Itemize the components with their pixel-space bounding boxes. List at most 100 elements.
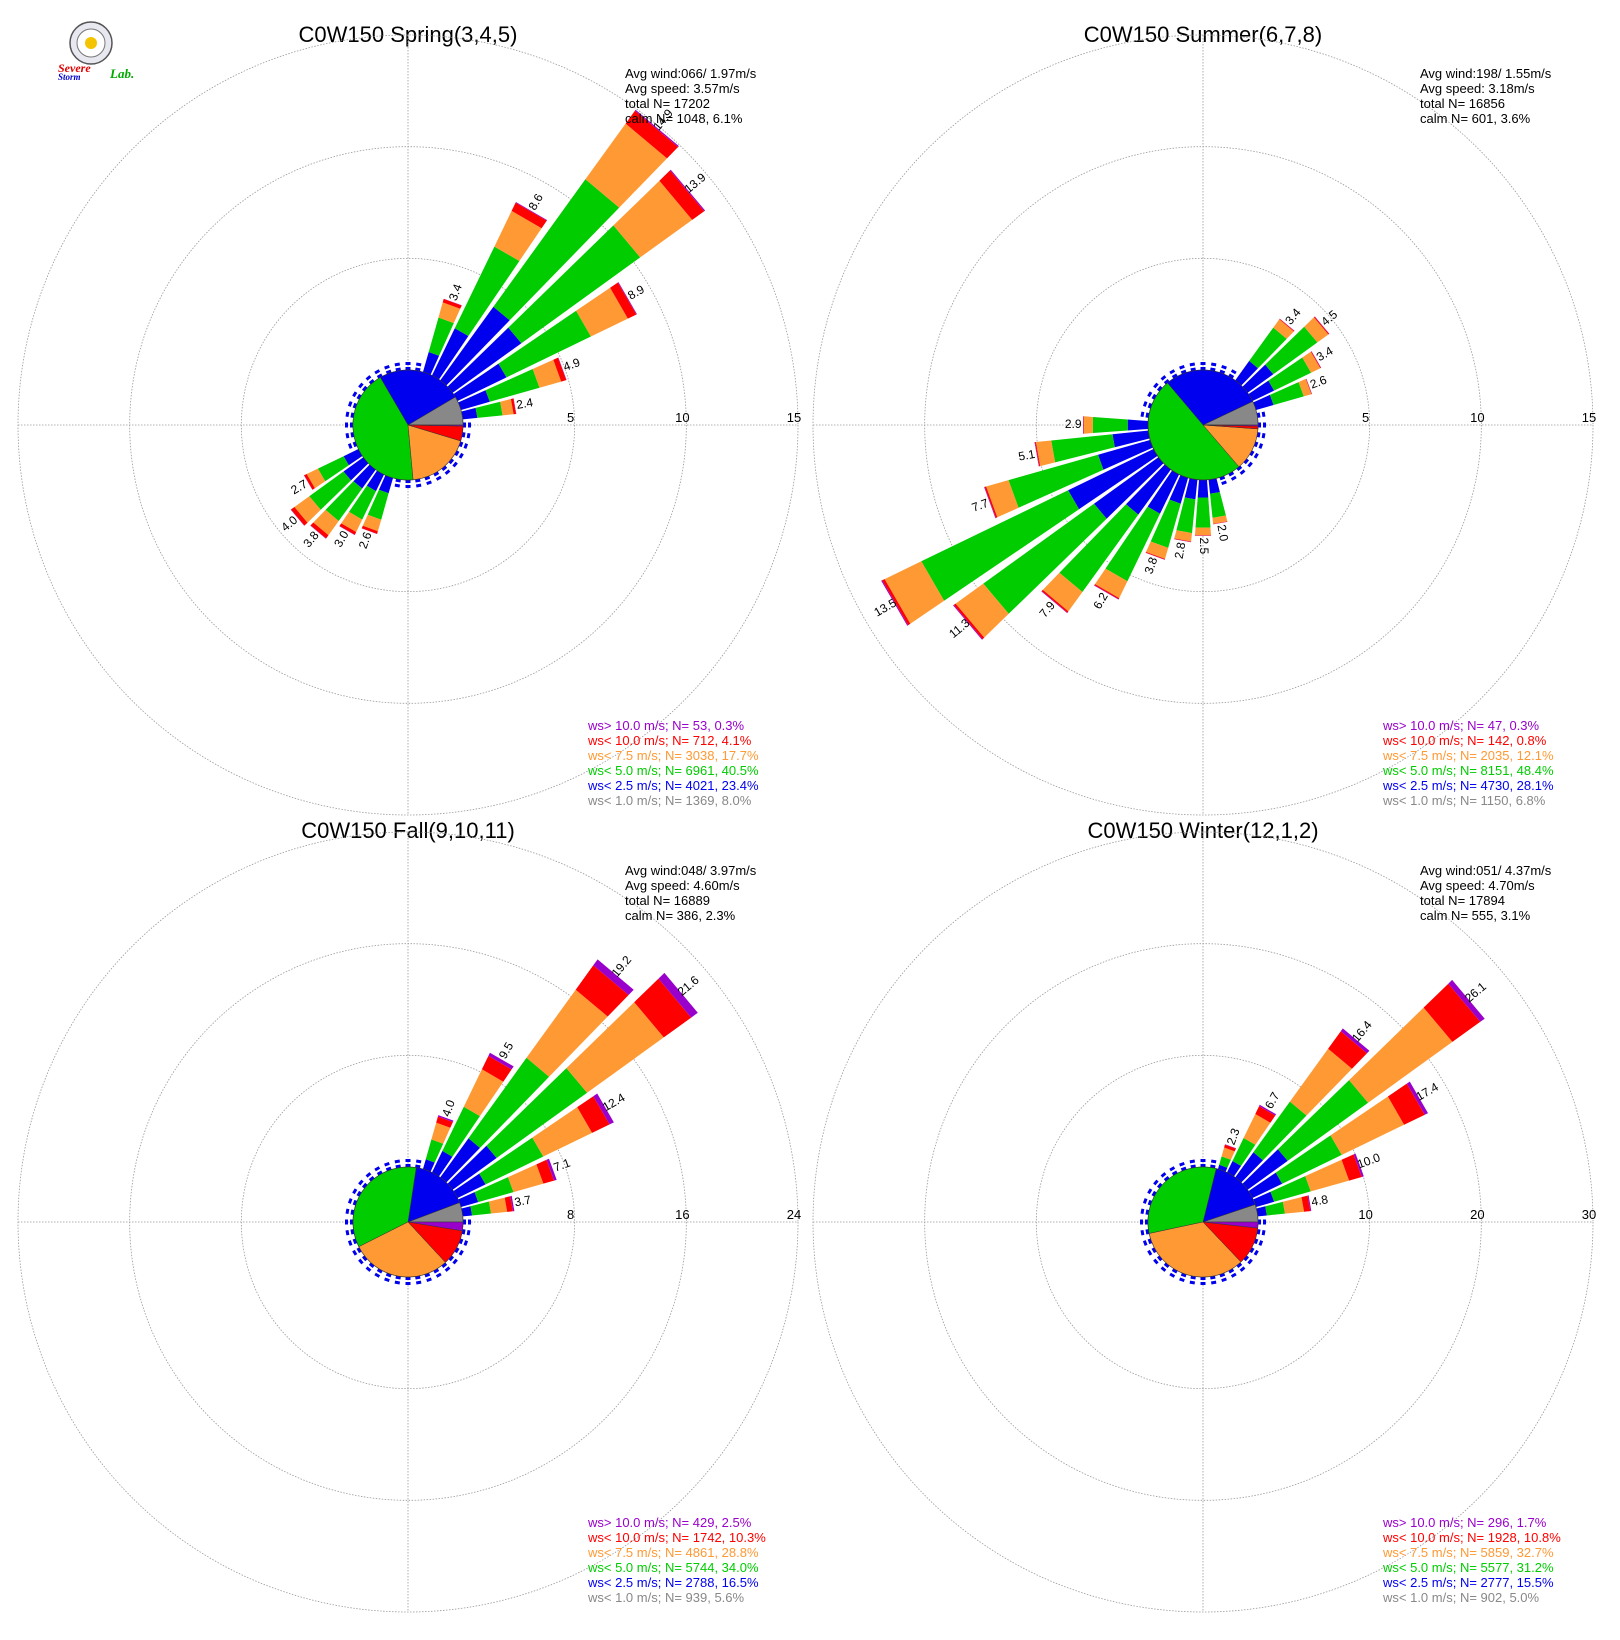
bar-segment <box>546 1158 557 1181</box>
bar-segment <box>432 1150 453 1177</box>
bar-segment <box>440 306 510 386</box>
legend-entry: ws< 1.0 m/s; N= 902, 5.0% <box>1382 1590 1540 1605</box>
bar-segment <box>1174 530 1192 542</box>
direction-tick <box>441 1262 452 1274</box>
direction-tick <box>415 478 422 490</box>
bar-segment <box>1242 1149 1288 1190</box>
direction-tick <box>1145 1247 1157 1257</box>
bar-value-label: 8.9 <box>625 282 647 303</box>
bar-segment <box>566 1002 664 1093</box>
legend-entry: ws> 10.0 m/s; N= 296, 1.7% <box>1382 1515 1547 1530</box>
direction-tick <box>1253 441 1265 450</box>
bar-segment <box>436 1116 453 1128</box>
direction-tick <box>458 441 470 450</box>
bar-segment <box>577 1096 610 1133</box>
legend-entry: ws< 5.0 m/s; N= 6961, 40.5% <box>587 763 759 778</box>
direction-tick <box>415 1157 422 1169</box>
bar-segment <box>341 511 363 532</box>
bar-segment <box>1387 1083 1425 1125</box>
bar-segment <box>1195 527 1211 536</box>
ring-tick-label: 5 <box>567 410 574 425</box>
windrose-panel-3: C0W150 Fall(9,10,11)8 16 244.09.519.221.61… <box>17 818 801 1613</box>
bar-segment <box>1213 521 1228 525</box>
pie-slice <box>1147 382 1240 481</box>
direction-tick <box>1210 1157 1217 1169</box>
bar-segment <box>1227 1161 1242 1177</box>
direction-tick <box>415 1275 422 1287</box>
bar-segment <box>440 1138 480 1183</box>
bar-segment <box>1213 521 1228 525</box>
direction-tick <box>1141 400 1153 409</box>
bar-segment <box>1253 394 1274 410</box>
direction-tick <box>1159 1262 1170 1274</box>
direction-tick <box>1141 1197 1153 1206</box>
bar-segment <box>438 302 461 324</box>
bar-segment <box>425 1139 444 1163</box>
direction-tick <box>1151 381 1163 392</box>
direction-tick <box>394 1275 401 1287</box>
bar-value-label: 7.1 <box>552 1156 573 1175</box>
bar-segment <box>1314 316 1330 334</box>
bar-segment <box>1310 351 1321 369</box>
direction-tick <box>1159 373 1170 385</box>
bar-segment <box>1098 440 1153 470</box>
direction-tick <box>350 1247 362 1257</box>
bar-segment <box>1253 1101 1307 1161</box>
bar-segment <box>1041 591 1068 614</box>
direction-tick <box>1236 1262 1247 1274</box>
bar-segment <box>442 1106 480 1157</box>
bar-segment <box>1248 1172 1283 1198</box>
bar-segment <box>1212 515 1228 524</box>
bar-segment <box>513 398 517 414</box>
ring-tick-label: 10 <box>675 410 689 425</box>
pie-slice <box>352 377 414 481</box>
ring-tick-label: 30 <box>1582 1207 1596 1222</box>
direction-tick <box>454 1247 466 1257</box>
bar-segment <box>317 456 349 482</box>
legend-entry: ws> 10.0 m/s; N= 47, 0.3% <box>1382 718 1540 733</box>
bar-segment <box>1059 504 1139 592</box>
bar-segment <box>437 1115 454 1122</box>
direction-tick <box>461 432 473 439</box>
direction-tick <box>1151 1178 1163 1189</box>
direction-tick <box>1145 390 1157 400</box>
bar-segment <box>1289 1048 1352 1116</box>
bar-segment <box>1279 318 1295 332</box>
direction-tick <box>364 1170 375 1182</box>
bar-value-label: 2.6 <box>1308 373 1329 392</box>
bar-segment <box>1232 1138 1256 1166</box>
bar-segment <box>1423 983 1481 1042</box>
direction-tick <box>454 450 466 460</box>
direction-tick <box>1151 1255 1163 1266</box>
direction-tick <box>424 1272 433 1284</box>
direction-tick <box>1228 1268 1238 1280</box>
direction-tick <box>1141 1238 1153 1247</box>
bar-segment <box>1208 478 1220 494</box>
legend-entry: ws< 2.5 m/s; N= 2788, 16.5% <box>587 1575 759 1590</box>
bar-segment <box>294 496 321 523</box>
bar-segment <box>447 1145 497 1190</box>
bar-segment <box>1034 442 1041 467</box>
bar-segment <box>613 180 693 258</box>
bar-segment <box>461 407 478 420</box>
bar-segment <box>343 449 363 466</box>
bar-segment <box>1150 499 1181 548</box>
legend-entry: ws< 7.5 m/s; N= 5859, 32.7% <box>1382 1545 1554 1560</box>
bar-segment <box>458 390 490 410</box>
chart-title: C0W150 Spring(3,4,5) <box>299 22 518 47</box>
direction-tick <box>1256 432 1268 439</box>
bar-segment <box>617 282 637 315</box>
stat-line: calm N= 555, 3.1% <box>1420 908 1531 923</box>
bar-segment <box>1306 378 1313 395</box>
bar-segment <box>1145 552 1165 560</box>
pie-slice <box>1147 1166 1217 1234</box>
bar-segment <box>1127 419 1148 431</box>
bar-value-label: 4.9 <box>561 355 582 374</box>
bar-segment <box>290 507 308 526</box>
bar-segment <box>361 528 378 535</box>
direction-tick <box>461 1229 473 1236</box>
bar-value-label: 4.0 <box>439 1098 458 1119</box>
ring-tick-label: 15 <box>787 410 801 425</box>
logo-line3: Lab. <box>109 66 134 81</box>
